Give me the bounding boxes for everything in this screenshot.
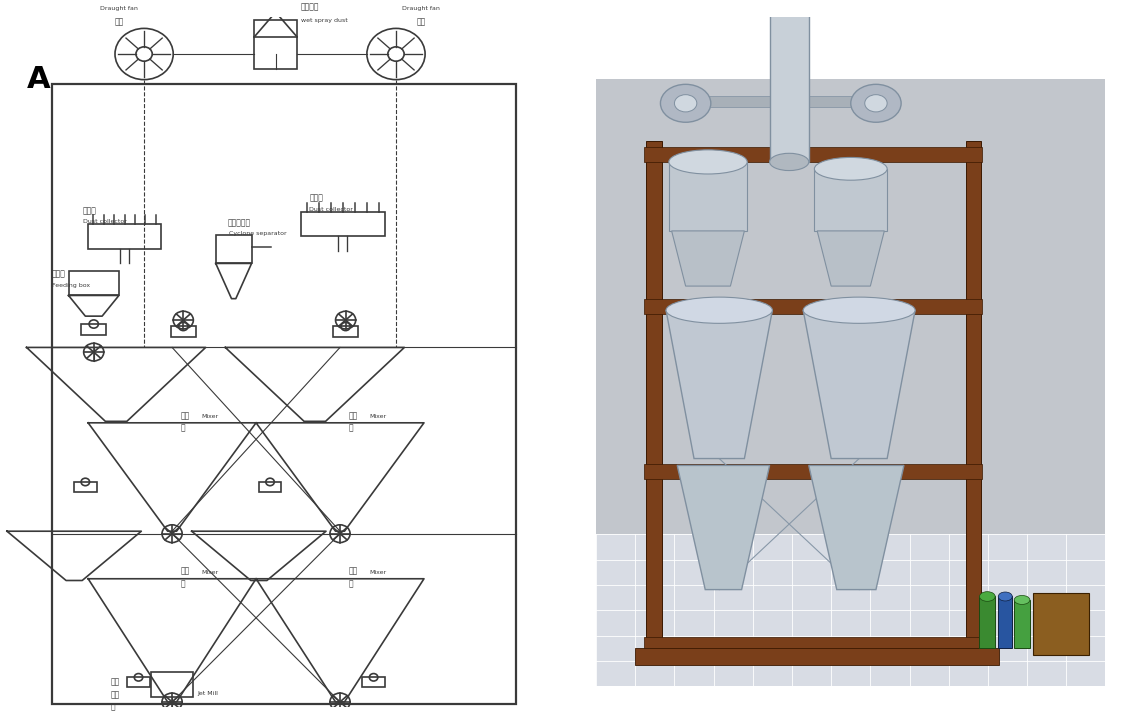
Bar [52,84,516,704]
Ellipse shape [979,592,995,601]
Bar [597,79,1106,686]
Text: 粉碎: 粉碎 [111,690,120,699]
Bar [635,649,1000,666]
Text: Mixer: Mixer [201,570,218,575]
Bar [155,709,189,715]
Ellipse shape [1014,596,1030,604]
Text: 风机: 风机 [114,17,123,26]
Text: Mixer: Mixer [201,414,218,419]
Ellipse shape [770,153,808,171]
Bar [127,677,149,687]
Bar [644,464,983,479]
Polygon shape [804,310,915,458]
Bar [644,636,983,651]
Ellipse shape [666,297,772,323]
Text: 气流: 气流 [111,678,120,686]
Ellipse shape [804,297,915,323]
Bar [644,147,983,162]
Bar [814,169,887,231]
Bar [216,235,251,263]
Text: 混合: 混合 [180,567,190,576]
Bar [255,19,297,69]
Bar [966,142,981,651]
Bar [333,327,358,337]
Text: 机: 机 [180,423,186,432]
Text: Feeding box: Feeding box [52,282,89,287]
Text: 旋风分离器: 旋风分离器 [228,219,251,228]
Bar [644,298,983,314]
Text: wet spray dust: wet spray dust [301,18,348,23]
Ellipse shape [851,84,901,122]
Polygon shape [666,310,772,458]
Bar [82,324,106,335]
Text: 除尘器: 除尘器 [83,206,96,215]
Text: 水淋除尘: 水淋除尘 [301,3,319,11]
Polygon shape [677,465,770,590]
Ellipse shape [814,157,887,180]
Bar [669,162,747,231]
Polygon shape [817,231,884,286]
Bar [171,327,196,337]
Ellipse shape [669,150,747,174]
Ellipse shape [660,84,711,122]
Text: Draught fan: Draught fan [402,6,440,11]
Ellipse shape [675,94,697,112]
Bar [151,672,194,697]
Bar [88,224,161,249]
Text: 投料箱: 投料箱 [52,270,66,279]
Text: Draught fan: Draught fan [100,6,138,11]
Bar [301,212,385,237]
Bar [1014,600,1030,649]
Text: Mixer: Mixer [369,414,386,419]
Bar [770,0,808,162]
Text: 混合: 混合 [349,411,358,420]
Polygon shape [671,231,745,286]
Polygon shape [808,465,904,590]
Bar [979,596,995,649]
Text: Mixer: Mixer [369,570,386,575]
Text: Jet Mill: Jet Mill [197,691,218,696]
Bar [597,534,1106,686]
Text: 混合: 混合 [180,411,190,420]
Bar [259,482,281,492]
Text: 机: 机 [111,702,115,711]
Text: 机: 机 [349,423,353,432]
Text: 除尘器: 除尘器 [309,194,323,203]
Text: Dust collector: Dust collector [83,219,127,224]
Text: Dust collector: Dust collector [309,207,353,212]
Text: A: A [26,65,50,94]
Text: 机: 机 [180,579,186,588]
Bar [792,97,876,107]
Ellipse shape [865,94,887,112]
Bar [998,596,1012,649]
Bar [646,142,662,651]
Bar [686,97,787,107]
Text: 混合: 混合 [349,567,358,576]
Bar [1032,593,1089,655]
Text: Cyclone separator: Cyclone separator [229,231,286,236]
Text: 风机: 风机 [417,17,426,26]
Ellipse shape [998,592,1012,601]
Bar [74,482,96,492]
Bar [362,677,385,687]
Text: B: B [861,86,885,115]
Text: 机: 机 [349,579,353,588]
Bar [69,271,119,295]
